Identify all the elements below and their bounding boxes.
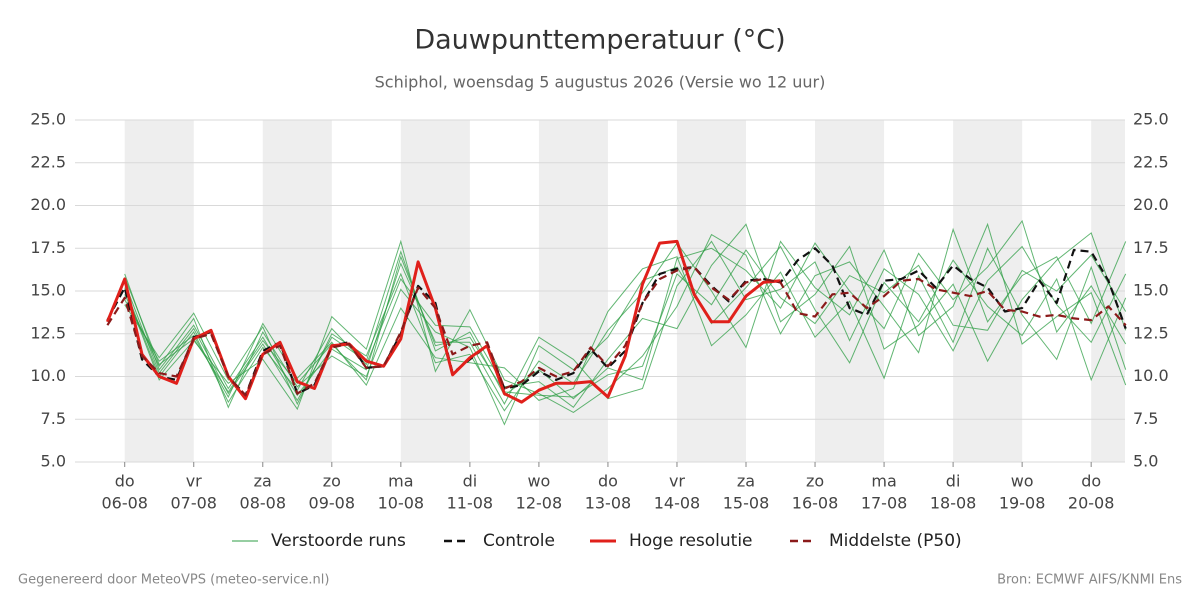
x-tick-weekday: do: [598, 472, 618, 491]
x-tick-label: 06-08: [101, 494, 148, 513]
x-tick-label: 18-08: [930, 494, 977, 513]
legend-label: Middelste (P50): [829, 531, 962, 551]
x-tick-label: 09-08: [309, 494, 356, 513]
x-tick-label: 07-08: [170, 494, 217, 513]
footer-right: Bron: ECMWF AIFS/KNMI Ens: [997, 573, 1182, 588]
x-tick-weekday: ma: [388, 472, 413, 491]
x-tick-label: 08-08: [240, 494, 287, 513]
legend-label: Controle: [483, 531, 555, 551]
x-tick-label: 14-08: [654, 494, 701, 513]
y-tick-label: 5.0: [41, 452, 66, 471]
y2-tick-label: 10.0: [1133, 366, 1169, 385]
y-tick-label: 12.5: [30, 323, 66, 342]
x-tick-weekday: zo: [806, 472, 824, 491]
y2-tick-label: 17.5: [1133, 238, 1169, 257]
y-tick-label: 22.5: [30, 152, 66, 171]
x-tick-label: 19-08: [999, 494, 1046, 513]
y2-tick-label: 25.0: [1133, 110, 1169, 129]
y2-tick-label: 5.0: [1133, 452, 1158, 471]
y2-tick-label: 12.5: [1133, 323, 1169, 342]
x-tick-weekday: zo: [323, 472, 341, 491]
series-line: [106, 266, 1127, 397]
x-tick-weekday: do: [1081, 472, 1101, 491]
y-tick-label: 25.0: [30, 110, 66, 129]
chart-title: Dauwpunttemperatuur (°C): [414, 25, 785, 56]
y2-tick-label: 20.0: [1133, 195, 1169, 214]
ensemble-line: [124, 240, 1127, 405]
ensemble-line: [124, 223, 1127, 409]
x-tick-weekday: wo: [527, 472, 550, 491]
x-tick-weekday: do: [115, 472, 135, 491]
x-tick-weekday: di: [463, 472, 478, 491]
y2-tick-label: 22.5: [1133, 152, 1169, 171]
x-tick-label: 20-08: [1068, 494, 1115, 513]
ensemble-line: [124, 227, 1127, 413]
x-tick-label: 17-08: [861, 494, 908, 513]
x-tick-label: 12-08: [516, 494, 563, 513]
x-tick-weekday: za: [737, 472, 755, 491]
x-tick-weekday: wo: [1011, 472, 1034, 491]
x-tick-weekday: ma: [871, 472, 896, 491]
y-tick-label: 10.0: [30, 366, 66, 385]
footer-left: Gegenereerd door MeteoVPS (meteo-service…: [18, 573, 329, 588]
y2-tick-label: 15.0: [1133, 281, 1169, 300]
legend-label: Verstoorde runs: [271, 531, 406, 551]
y2-tick-label: 7.5: [1133, 409, 1158, 428]
y-tick-label: 15.0: [30, 281, 66, 300]
legend-label: Hoge resolutie: [629, 531, 753, 551]
x-tick-weekday: vr: [669, 472, 685, 491]
x-tick-label: 10-08: [378, 494, 425, 513]
x-tick-label: 16-08: [792, 494, 839, 513]
x-tick-weekday: di: [946, 472, 961, 491]
x-tick-label: 13-08: [585, 494, 632, 513]
y-tick-label: 20.0: [30, 195, 66, 214]
x-tick-weekday: vr: [186, 472, 202, 491]
y-tick-label: 7.5: [41, 409, 66, 428]
x-tick-weekday: za: [254, 472, 272, 491]
chart-subtitle: Schiphol, woensdag 5 augustus 2026 (Vers…: [375, 73, 826, 92]
x-tick-label: 11-08: [447, 494, 494, 513]
x-tick-label: 15-08: [723, 494, 770, 513]
y-tick-label: 17.5: [30, 238, 66, 257]
